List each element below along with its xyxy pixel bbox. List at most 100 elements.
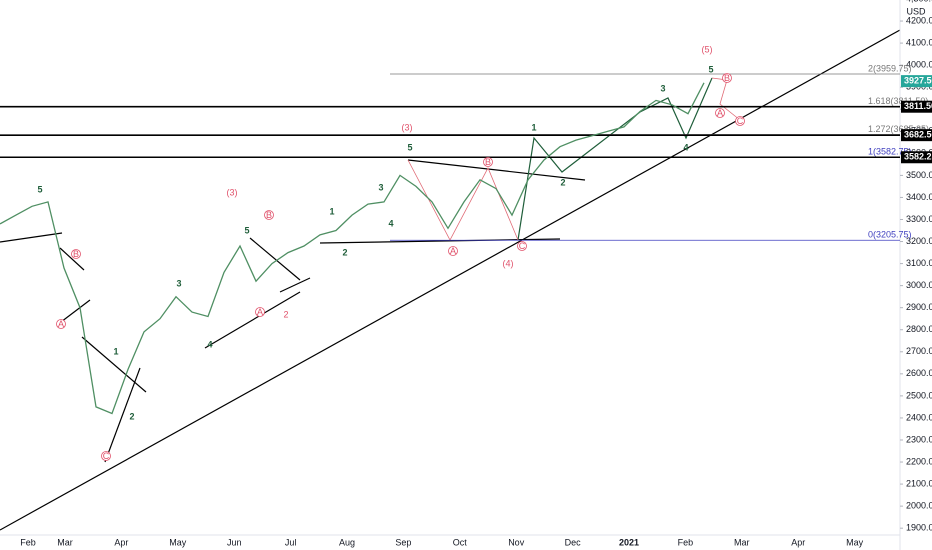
y-tick-label: 4,300.00	[906, 0, 932, 3]
wave-circle	[264, 210, 274, 220]
y-tick-label: 4200.00	[906, 15, 932, 25]
y-tick-label: 3400.00	[906, 192, 932, 202]
y-tick-label: 2300.00	[906, 434, 932, 444]
trend-line	[81, 336, 147, 393]
x-tick-label: May	[846, 537, 864, 547]
wave-label: 5	[708, 64, 713, 74]
wave-path	[711, 77, 741, 121]
wave-circle	[483, 157, 493, 167]
y-tick-label: 4000.00	[906, 60, 932, 70]
trend-line	[249, 237, 301, 281]
currency-label: USD	[906, 6, 926, 16]
circled-label: C	[737, 116, 744, 126]
price-tag-label: 3927.50	[904, 76, 932, 86]
trend-line	[319, 238, 561, 244]
trend-line	[204, 291, 301, 349]
wave-label: 1	[113, 346, 118, 356]
y-tick-label: 3200.00	[906, 236, 932, 246]
wave-circle	[735, 116, 745, 126]
wave-label: 4	[207, 339, 212, 349]
x-tick-label: Feb	[678, 537, 694, 547]
price-tag	[901, 129, 932, 142]
y-tick-label: 2000.00	[906, 501, 932, 511]
circled-label: B	[485, 157, 491, 167]
wave-circle	[56, 319, 66, 329]
wave-circle	[517, 241, 527, 251]
wave-label: 2	[129, 411, 134, 421]
wave-circle	[255, 307, 265, 317]
x-tick-label: Jul	[285, 537, 297, 547]
x-tick-label: Apr	[791, 537, 805, 547]
circled-label: B	[266, 210, 272, 220]
wave-label: (3)	[227, 187, 238, 197]
circled-label: B	[73, 249, 79, 259]
wave-label: 5	[37, 184, 42, 194]
y-tick-label: 2200.00	[906, 456, 932, 466]
x-tick-label: Nov	[508, 537, 525, 547]
wave-label: (4)	[503, 258, 514, 268]
drawings	[0, 29, 901, 531]
x-tick-label: Aug	[339, 537, 355, 547]
circled-label: A	[58, 319, 64, 329]
x-tick-label: Feb	[20, 537, 36, 547]
y-tick-label: 2700.00	[906, 346, 932, 356]
circled-label: A	[450, 246, 456, 256]
wave-label: 2	[560, 177, 565, 187]
y-tick-label: 2400.00	[906, 412, 932, 422]
y-tick-label: 4100.00	[906, 37, 932, 47]
x-tick-label: Sep	[395, 537, 411, 547]
circled-label: C	[103, 451, 110, 461]
y-tick-label: 2600.00	[906, 368, 932, 378]
y-tick-label: 2100.00	[906, 478, 932, 488]
trend-line	[104, 367, 141, 463]
fib-label: 1.272(3685.25)	[868, 124, 929, 134]
x-tick-label: Oct	[453, 537, 468, 547]
x-tick-label: May	[169, 537, 187, 547]
x-tick-label: 2021	[619, 537, 639, 547]
y-tick-label: 2900.00	[906, 302, 932, 312]
y-tick-label: 3100.00	[906, 258, 932, 268]
wave-circle	[101, 451, 111, 461]
price-tag-label: 3682.50	[904, 130, 932, 140]
price-tag	[901, 151, 932, 164]
x-tick-label: Mar	[57, 537, 73, 547]
fib-label: 2(3959.75)	[868, 63, 912, 73]
circled-label: B	[724, 73, 730, 83]
x-tick-label: Jun	[227, 537, 242, 547]
wave-circle	[715, 108, 725, 118]
wave-label: 3	[378, 182, 383, 192]
wave-label: 2	[283, 309, 288, 319]
price-tag-label: 3582.25	[904, 152, 932, 162]
price-tag-label: 3811.50	[904, 101, 932, 111]
wave-label: (3)	[402, 122, 413, 132]
wave-path	[407, 159, 519, 241]
wave-label: 1	[329, 206, 334, 216]
wave-label: 4	[388, 218, 393, 228]
trend-line	[59, 247, 85, 271]
wave-circle	[448, 246, 458, 256]
wave-label: 4	[683, 142, 688, 152]
price-line	[0, 82, 705, 415]
fib-label: 1.618(3811.50)	[868, 96, 928, 106]
wave-label: 1	[531, 122, 536, 132]
trend-line	[0, 232, 63, 243]
wave-label: 5	[244, 225, 249, 235]
x-tick-label: Mar	[734, 537, 750, 547]
y-tick-label: 2500.00	[906, 390, 932, 400]
price-tag	[901, 75, 932, 88]
wave-label: 3	[660, 83, 665, 93]
wave-label: 2	[342, 247, 347, 257]
y-tick-label: 3000.00	[906, 280, 932, 290]
circled-label: C	[519, 241, 526, 251]
trend-line	[407, 159, 586, 181]
y-tick-label: 2800.00	[906, 324, 932, 334]
wave-label: (5)	[702, 44, 713, 54]
y-tick-label: 3300.00	[906, 214, 932, 224]
fib-label: 0(3205.75)	[868, 230, 912, 240]
y-tick-label: 1900.00	[906, 523, 932, 533]
fib-label: 1(3582.75)	[868, 147, 912, 157]
x-tick-label: Apr	[114, 537, 128, 547]
wave-label: 3	[176, 278, 181, 288]
